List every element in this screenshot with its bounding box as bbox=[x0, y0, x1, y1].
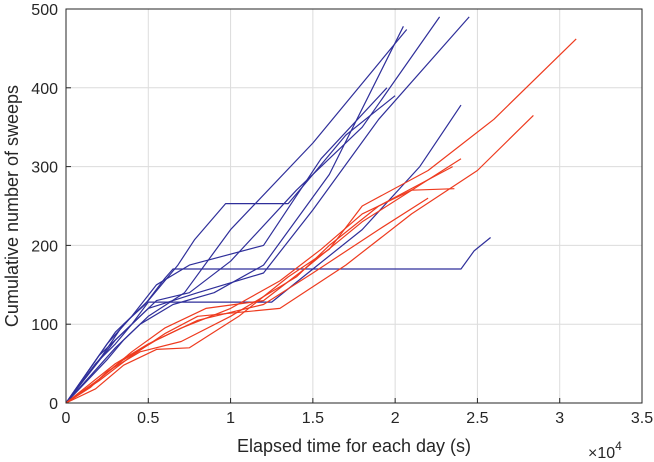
y-tick-label: 200 bbox=[31, 238, 58, 255]
series-line-red-2 bbox=[65, 197, 429, 404]
x-axis-scale-factor: ×104 bbox=[588, 439, 622, 462]
series-line-blue-8 bbox=[65, 237, 491, 404]
series-line-blue-6 bbox=[65, 95, 396, 404]
y-tick-label: 500 bbox=[31, 2, 58, 19]
y-tick-label: 400 bbox=[31, 81, 58, 98]
series-line-blue-7 bbox=[65, 104, 462, 404]
series-line-blue-1 bbox=[65, 26, 404, 404]
x-tick-label: 0 bbox=[62, 410, 71, 427]
series-line-red-6 bbox=[65, 188, 455, 404]
series-line-red-5 bbox=[65, 38, 577, 404]
series-line-blue-3 bbox=[65, 16, 441, 404]
x-tick-label: 0.5 bbox=[137, 410, 159, 427]
x-tick-label: 1.5 bbox=[302, 410, 324, 427]
x-tick-label: 3 bbox=[555, 410, 564, 427]
y-axis-label: Cumulative number of sweeps bbox=[2, 85, 22, 327]
y-tick-label: 100 bbox=[31, 317, 58, 334]
x-scale-base: ×10 bbox=[588, 445, 615, 462]
x-tick-label: 1 bbox=[226, 410, 235, 427]
x-tick-label: 2.5 bbox=[466, 410, 488, 427]
grid bbox=[66, 9, 642, 403]
series-group bbox=[65, 16, 577, 404]
x-scale-exponent: 4 bbox=[615, 439, 622, 453]
series-line-red-4 bbox=[65, 166, 453, 404]
x-tick-label: 3.5 bbox=[631, 410, 653, 427]
y-tick-label: 0 bbox=[49, 396, 58, 413]
series-line-blue-4 bbox=[65, 87, 388, 404]
x-tick-label: 2 bbox=[391, 410, 400, 427]
y-tick-label: 300 bbox=[31, 160, 58, 177]
ticks: 0 0.5 1 1.5 2 2.5 3 3.5 0 100 200 300 400 500 bbox=[31, 2, 653, 427]
series-line-red-3 bbox=[65, 114, 534, 404]
series-line-blue-2 bbox=[65, 29, 408, 404]
x-axis-label: Elapsed time for each day (s) bbox=[237, 436, 471, 456]
plot-frame bbox=[65, 8, 643, 404]
